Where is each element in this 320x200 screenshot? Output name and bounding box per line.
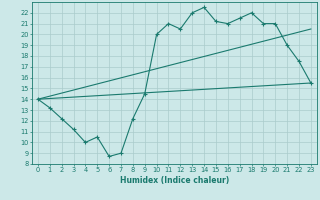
X-axis label: Humidex (Indice chaleur): Humidex (Indice chaleur) [120, 176, 229, 185]
